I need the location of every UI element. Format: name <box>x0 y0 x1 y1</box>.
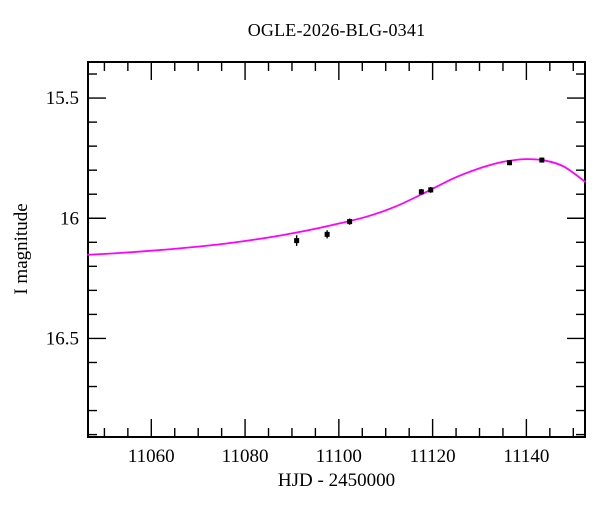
data-point <box>507 160 513 166</box>
x-tick-label: 11100 <box>316 446 362 467</box>
x-tick-label: 11060 <box>128 446 175 467</box>
x-tick-label: 11080 <box>222 446 269 467</box>
y-tick-label: 15.5 <box>46 88 79 109</box>
x-tick-label: 11120 <box>410 446 456 467</box>
data-point <box>324 231 330 237</box>
x-axis-label: HJD - 2450000 <box>277 470 396 491</box>
data-point <box>418 189 424 195</box>
x-tick-label: 11140 <box>503 446 549 467</box>
chart-title: OGLE-2026-BLG-0341 <box>247 20 426 40</box>
y-tick-label: 16 <box>60 208 79 229</box>
y-tick-label: 16.5 <box>46 328 79 349</box>
data-point <box>428 187 434 193</box>
data-point <box>294 238 300 244</box>
data-point <box>347 219 353 225</box>
data-point <box>539 157 545 163</box>
model-light-curve <box>87 158 586 256</box>
